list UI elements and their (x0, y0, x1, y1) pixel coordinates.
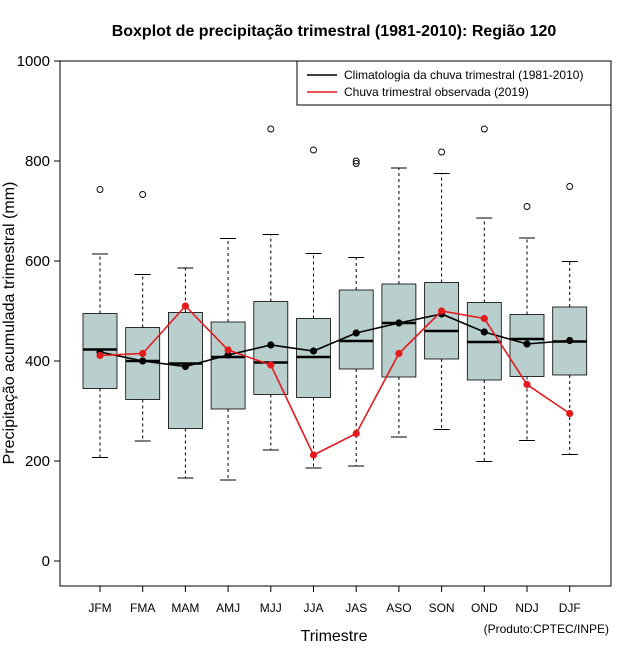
box-iqr (381, 283, 417, 378)
outlier-0 (566, 183, 574, 190)
series-point-jas (352, 329, 360, 337)
chart-title: Boxplot de precipitação trimestral (1981… (112, 23, 557, 40)
outlier-0 (267, 125, 275, 133)
series-line (99, 313, 570, 368)
outlier-1 (352, 157, 360, 165)
x-tick-label-jja: JJA (303, 601, 323, 615)
box-amj (210, 238, 246, 481)
box-iqr (424, 282, 460, 360)
y-tick-label-1000: 1000 (17, 53, 50, 70)
outlier-0 (438, 148, 446, 156)
legend-label-climatology: Climatologia da chuva trimestral (1981-2… (344, 68, 583, 82)
series-observed (96, 302, 574, 459)
series-point-ond (480, 328, 488, 336)
series-point-jja (309, 347, 318, 355)
box-iqr (210, 321, 246, 410)
series-point-aso (395, 319, 403, 327)
series-point-jja (309, 451, 318, 459)
legend-box (296, 60, 612, 106)
box-jas (338, 157, 374, 467)
credit-text: (Produto:CPTEC/INPE) (484, 622, 609, 636)
box-iqr (167, 312, 203, 429)
x-tick-label-ndj: NDJ (515, 601, 538, 615)
y-axis-label: Precipitação acumulada trimestral (mm) (1, 182, 18, 465)
y-tick-label-0: 0 (42, 553, 50, 570)
series-point-ond (480, 314, 488, 323)
x-tick-label-ond: OND (471, 601, 498, 615)
x-tick-label-fma: FMA (130, 601, 155, 615)
series-point-ndj (523, 340, 531, 348)
series-point-djf (566, 409, 574, 418)
y-tick-label-200: 200 (25, 453, 50, 470)
outlier-0 (96, 186, 104, 193)
x-tick-label-aso: ASO (386, 601, 411, 615)
box-mam (167, 267, 203, 479)
x-tick-label-jas: JAS (345, 601, 367, 615)
x-tick-label-djf: DJF (559, 601, 581, 615)
box-jfm (82, 186, 118, 458)
series-point-jas (352, 429, 360, 438)
y-tick-label-800: 800 (25, 153, 50, 170)
series-point-aso (395, 349, 403, 358)
box-fma (125, 191, 161, 442)
series-point-mam (181, 302, 189, 310)
y-tick-label-400: 400 (25, 353, 50, 370)
series-point-djf (566, 336, 574, 345)
series-point-mjj (267, 341, 275, 349)
legend-label-observed: Chuva trimestral observada (2019) (344, 85, 529, 99)
outlier-0 (352, 160, 360, 167)
legend: Climatologia da chuva trimestral (1981-2… (296, 60, 612, 106)
series-point-ndj (523, 380, 531, 389)
box-aso (381, 167, 417, 438)
x-tick-label-son: SON (429, 601, 455, 615)
series-climatology (96, 310, 574, 371)
series-line (99, 304, 571, 457)
y-tick-label-600: 600 (25, 253, 50, 270)
x-tick-label-amj: AMJ (216, 601, 240, 615)
box-ndj (509, 203, 545, 441)
series-point-mjj (267, 361, 275, 369)
outlier-0 (139, 191, 147, 198)
series-point-jfm (96, 351, 104, 360)
series-point-amj (224, 346, 232, 354)
series-point-son (438, 307, 446, 315)
series-point-fma (139, 349, 147, 358)
x-axis-label: Trimestre (301, 628, 368, 645)
box-son (424, 148, 460, 430)
box-jja (296, 146, 331, 469)
outlier-0 (310, 146, 317, 154)
box-ond (466, 125, 502, 462)
series-point-mam (181, 362, 189, 371)
series-point-fma (139, 357, 147, 365)
series-point-amj (224, 351, 232, 359)
x-tick-label-mjj: MJJ (260, 601, 282, 615)
outlier-0 (523, 203, 531, 210)
x-tick-label-jfm: JFM (88, 601, 111, 615)
box-mjj (253, 125, 289, 451)
x-tick-label-mam: MAM (171, 601, 199, 615)
outlier-0 (480, 125, 488, 133)
